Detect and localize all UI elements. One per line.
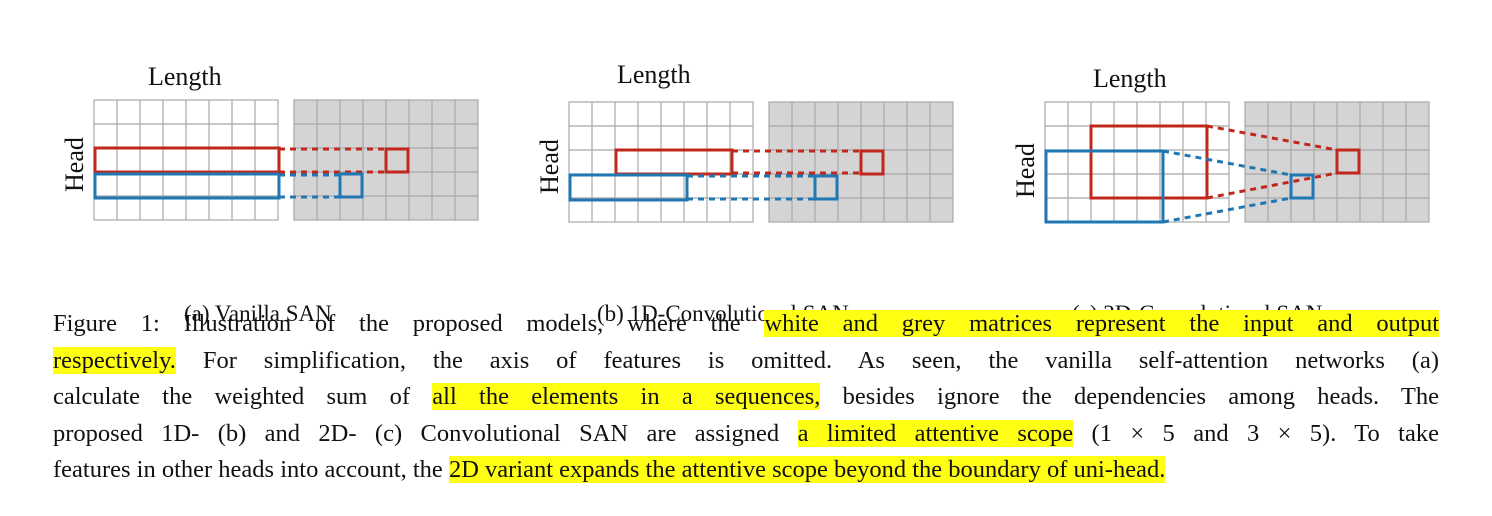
caption-line-3: calculate the weighted sum of all the el… — [53, 379, 1439, 416]
output-matrix — [293, 99, 479, 221]
head-label: Head — [535, 139, 564, 194]
length-label: Length — [1093, 64, 1167, 93]
caption-text: calculate the weighted sum of — [53, 383, 433, 410]
caption-highlight: respectively. — [53, 346, 176, 374]
length-label: Length — [148, 62, 222, 91]
blue-attention-box — [568, 173, 689, 202]
blue-output-cell — [338, 172, 364, 199]
red-attention-box — [93, 146, 281, 174]
blue-attention-box — [93, 172, 281, 200]
caption-text: (1 × 5 and 3 × 5). To take — [1073, 419, 1439, 447]
blue-output-cell — [813, 174, 839, 201]
caption-text: For simplification, the axis of features… — [175, 346, 1439, 374]
panel-b-diagram — [568, 101, 954, 223]
head-label: Head — [1011, 143, 1040, 198]
red-output-cell — [859, 149, 885, 176]
caption-text: Figure 1: Illustration of the proposed m… — [53, 310, 765, 337]
caption-highlight: all the elements in a sequences, — [432, 383, 821, 410]
blue-output-cell — [1289, 173, 1315, 200]
red-output-cell — [384, 147, 410, 174]
head-label: Head — [60, 137, 89, 192]
red-output-cell — [1335, 148, 1361, 175]
figure-caption: Figure 1: Illustration of the proposed m… — [53, 306, 1440, 489]
input-matrix — [1044, 101, 1230, 223]
caption-highlight: 2D variant expands the attentive scope b… — [448, 456, 1166, 483]
panel-a-diagram — [93, 99, 479, 221]
panel-c-diagram — [1044, 101, 1430, 224]
red-attention-box — [1089, 124, 1209, 200]
caption-text: features in other heads into account, th… — [53, 456, 449, 483]
caption-highlight: white and grey matrices represent the in… — [764, 310, 1440, 337]
caption-line-5: features in other heads into account, th… — [53, 452, 1439, 489]
input-matrix — [568, 101, 754, 223]
caption-line-1: Figure 1: Illustration of the proposed m… — [53, 306, 1440, 343]
caption-highlight: a limited attentive scope — [797, 419, 1074, 447]
panel-a-caption: (a) Vanilla SAN — [184, 301, 332, 326]
caption-text: besides ignore the dependencies among he… — [820, 383, 1439, 410]
blue-attention-box — [1044, 149, 1165, 224]
caption-line-2: respectively. For simplification, the ax… — [53, 343, 1439, 380]
caption-line-4: proposed 1D- (b) and 2D- (c) Convolution… — [53, 416, 1439, 453]
red-dashed-link — [1206, 124, 1338, 152]
red-dashed-link — [1206, 171, 1338, 200]
caption-text: proposed 1D- (b) and 2D- (c) Convolution… — [53, 419, 798, 447]
input-matrix — [93, 99, 279, 221]
length-label: Length — [617, 60, 691, 89]
